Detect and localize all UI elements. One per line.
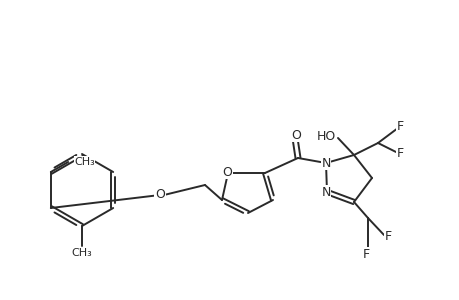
Text: HO: HO <box>316 130 335 142</box>
Text: F: F <box>396 146 403 160</box>
Text: F: F <box>362 248 369 260</box>
Text: CH₃: CH₃ <box>72 248 92 258</box>
Text: O: O <box>291 128 300 142</box>
Text: CH₃: CH₃ <box>74 157 95 167</box>
Text: N: N <box>321 157 330 169</box>
Text: O: O <box>222 166 231 178</box>
Text: F: F <box>396 119 403 133</box>
Text: O: O <box>155 188 165 202</box>
Text: N: N <box>321 185 330 199</box>
Text: F: F <box>384 230 391 244</box>
